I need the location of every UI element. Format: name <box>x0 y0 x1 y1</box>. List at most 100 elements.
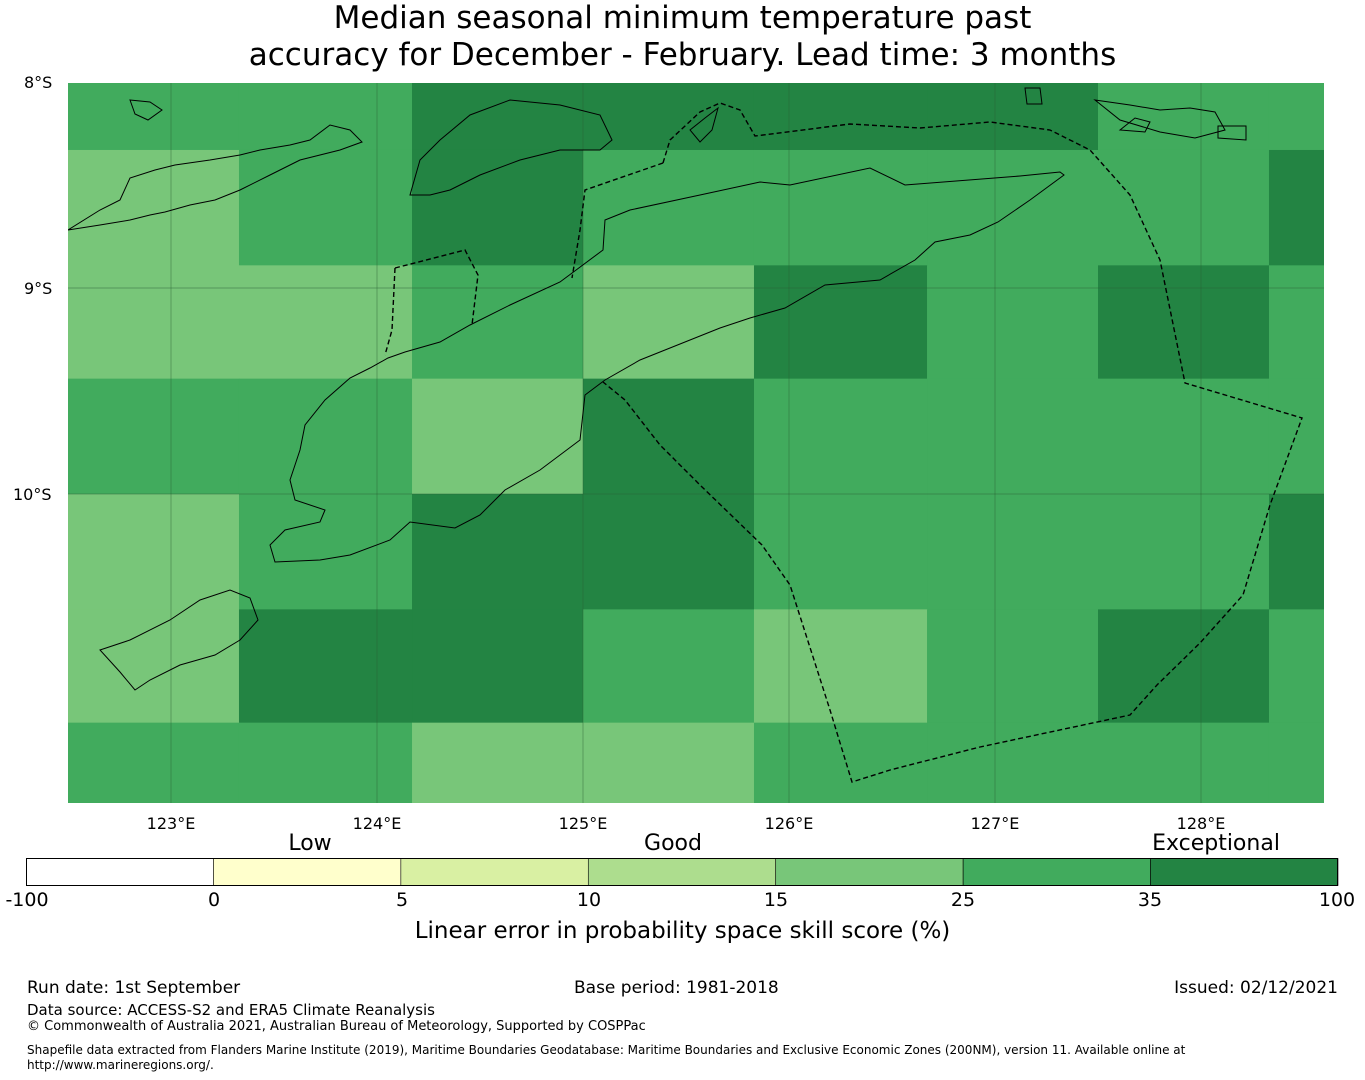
lon-label-127e: 127°E <box>970 814 1020 833</box>
grid-cell-r3-c0 <box>68 378 240 495</box>
grid-cell-r2-c7 <box>1268 265 1324 380</box>
eez-boundary-west <box>571 162 664 279</box>
grid-cell-r3-c3 <box>583 378 755 495</box>
grid-cell-r0-c7 <box>1268 83 1324 151</box>
category-label-low: Low <box>288 831 332 856</box>
eez-boundary-east <box>602 102 1303 783</box>
eez-boundary-oecusse-west <box>384 267 396 356</box>
colorbar-segment-4 <box>775 858 964 886</box>
lat-label-9s: 9°S <box>24 279 53 298</box>
colorbar-tick-0: 0 <box>207 889 221 911</box>
grid-cell-r2-c3 <box>583 265 755 380</box>
grid-cell-r4-c1 <box>238 494 413 610</box>
grid-cell-r5-c0 <box>68 609 240 724</box>
colorbar-segment-0 <box>26 858 214 886</box>
colorbar-segment-6 <box>1150 858 1339 886</box>
colorbar-title: Linear error in probability space skill … <box>414 918 951 944</box>
grid-cell-r5-c2 <box>412 609 584 724</box>
coastline-sumba <box>99 589 259 691</box>
coastline-islet-3 <box>1217 125 1247 141</box>
colorbar <box>26 858 1339 886</box>
coastline-timor <box>269 167 1065 563</box>
coastline-islet-2 <box>1118 117 1151 133</box>
category-label-good: Good <box>644 831 702 856</box>
grid-cell-r6-c1 <box>238 722 413 803</box>
lon-label-128e: 128°E <box>1176 814 1226 833</box>
grid-cell-r2-c4 <box>753 265 928 380</box>
colorbar-segment-2 <box>400 858 589 886</box>
grid-cell-r0-c5 <box>927 83 1099 151</box>
chart-title: Median seasonal minimum temperature past… <box>0 0 1365 74</box>
grid-cell-r1-c3 <box>583 149 755 266</box>
grid-cell-r3-c7 <box>1268 378 1324 495</box>
colorbar-tick-35: 35 <box>1137 889 1163 911</box>
eez-boundary-oecusse <box>394 249 479 326</box>
grid-cell-r6-c5 <box>927 722 1099 803</box>
coastline-islet-1 <box>1024 87 1043 105</box>
grid-cell-r5-c4 <box>753 609 928 724</box>
coastline-alor <box>409 99 613 196</box>
grid-cell-r5-c3 <box>583 609 755 724</box>
grid-cell-r3-c2 <box>412 378 584 495</box>
colorbar-segment-3 <box>587 858 777 886</box>
base-period: Base period: 1981-2018 <box>574 978 779 998</box>
grid-cell-r4-c5 <box>927 494 1099 610</box>
grid-cell-r2-c1 <box>238 265 413 380</box>
grid-cell-r0-c2 <box>412 83 584 151</box>
graticule <box>68 83 1324 803</box>
run-date: Run date: 1st September <box>27 978 241 998</box>
grid-cell-r4-c4 <box>753 494 928 610</box>
skill-grid <box>68 83 1324 803</box>
grid-cell-r1-c5 <box>927 149 1099 266</box>
colorbar-tick-10: 10 <box>576 889 602 911</box>
lon-label-123e: 123°E <box>146 814 196 833</box>
colorbar-segment-1 <box>213 858 402 886</box>
grid-cell-r6-c3 <box>583 722 755 803</box>
grid-cell-r2-c6 <box>1098 265 1270 380</box>
grid-cell-r0-c0 <box>68 83 240 151</box>
grid-cell-r1-c2 <box>412 149 584 266</box>
grid-cell-r4-c7 <box>1268 494 1324 610</box>
grid-cell-r5-c7 <box>1268 609 1324 724</box>
colorbar-segment-5 <box>962 858 1151 886</box>
grid-cell-r4-c6 <box>1098 494 1270 610</box>
lat-label-10s: 10°S <box>13 485 52 504</box>
colorbar-tick-5: 5 <box>395 889 409 911</box>
coastline-atauro <box>689 106 719 143</box>
colorbar-tick-neg100: -100 <box>5 889 49 911</box>
lon-label-125e: 125°E <box>558 814 608 833</box>
grid-cell-r4-c3 <box>583 494 755 610</box>
coastline-islet-4 <box>129 99 163 121</box>
category-label-exceptional: Exceptional <box>1152 831 1280 856</box>
grid-cell-r1-c1 <box>238 149 413 266</box>
coastline-wetar <box>1093 99 1226 139</box>
grid-cell-r2-c0 <box>68 265 240 380</box>
lat-label-8s: 8°S <box>24 73 53 92</box>
shapefile-credit: Shapefile data extracted from Flanders M… <box>27 1043 1186 1072</box>
maritime-boundaries <box>384 102 1303 783</box>
grid-cell-r5-c1 <box>238 609 413 724</box>
title-line-2: accuracy for December - February. Lead t… <box>248 37 1117 73</box>
grid-cell-r6-c4 <box>753 722 928 803</box>
grid-cell-r1-c7 <box>1268 149 1324 266</box>
grid-cell-r1-c6 <box>1098 149 1270 266</box>
coastline-flores <box>68 124 363 231</box>
grid-cell-r3-c1 <box>238 378 413 495</box>
data-source: Data source: ACCESS-S2 and ERA5 Climate … <box>27 1001 435 1019</box>
lon-label-126e: 126°E <box>764 814 814 833</box>
grid-cell-r3-c6 <box>1098 378 1270 495</box>
issued-date: Issued: 02/12/2021 <box>1174 978 1338 998</box>
colorbar-tick-25: 25 <box>950 889 976 911</box>
grid-cell-r1-c0 <box>68 149 240 266</box>
copyright: © Commonwealth of Australia 2021, Austra… <box>27 1019 646 1034</box>
grid-cell-r4-c0 <box>68 494 240 610</box>
grid-cell-r0-c1 <box>238 83 413 151</box>
colorbar-tick-100: 100 <box>1318 889 1356 911</box>
grid-cell-r0-c3 <box>583 83 755 151</box>
grid-cell-r5-c5 <box>927 609 1099 724</box>
grid-cell-r2-c5 <box>927 265 1099 380</box>
colorbar-tick-15: 15 <box>763 889 789 911</box>
grid-cell-r6-c2 <box>412 722 584 803</box>
grid-cell-r6-c6 <box>1098 722 1270 803</box>
